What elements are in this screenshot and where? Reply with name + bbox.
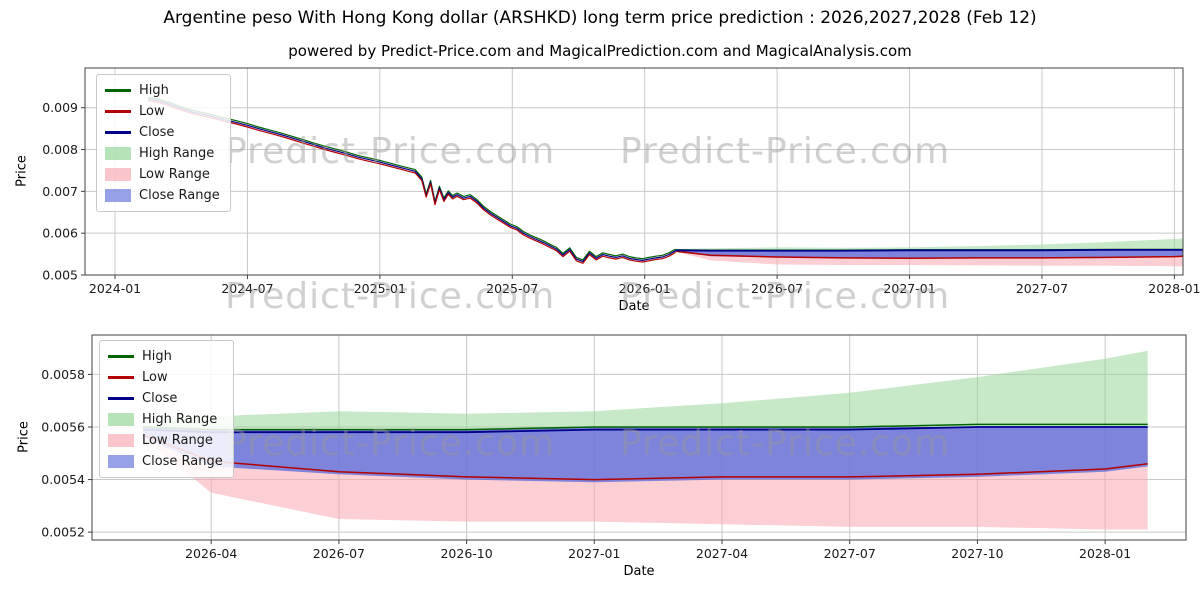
legend-item-close-range: Close Range [108,451,223,472]
low-line-forecast [142,434,1148,481]
y-tick-label: 0.0056 [41,419,85,434]
close-line-forecast [143,426,1148,434]
legend-item-low: Low [105,101,220,122]
legend-line-swatch [108,376,134,379]
chart-1: 2026-04 2026-07 2026-10 2027-01 2027-04 2027-… [41,334,1187,561]
legend-patch-swatch [108,455,134,468]
legend-patch-swatch [105,189,131,202]
y-tick-label: 0.006 [42,226,78,241]
legend-label: Low [142,370,168,385]
y-tick-label: 0.0058 [41,367,85,382]
x-tick-label: 2026-07 [751,281,803,296]
legend-item-high-range: High Range [108,409,223,430]
legend-label: Low [139,104,165,119]
legend-label: Close Range [142,454,223,469]
legend-item-high: High [105,80,220,101]
high-line-history [147,96,676,261]
high-range-band [143,350,1148,433]
low-line-history [147,100,676,264]
legend-item-low-range: Low Range [105,164,220,185]
high-line-forecast [143,423,1148,431]
y-tick-label: 0.0054 [41,472,85,487]
x-axis-label-bottom: Date [623,564,655,579]
x-tick-label: 2028-01 [1079,546,1131,561]
close-line-history [147,98,676,263]
x-tick-label: 2027-01 [883,281,935,296]
x-tick-label: 2026-04 [185,546,237,561]
x-tick-label: 2027-07 [1016,281,1068,296]
y-axis-label-bottom: Price [16,421,32,453]
legend-item-low-range: Low Range [108,430,223,451]
legend-label: Close [142,391,178,406]
page-subtitle: powered by Predict-Price.com and Magical… [288,42,912,60]
plot-frame [84,67,1184,276]
x-tick-label: 2025-07 [486,281,538,296]
legend-line-swatch [105,89,131,92]
y-axis-label-top: Price [14,155,30,187]
legend-patch-swatch [105,147,131,160]
high-range-band [675,238,1183,251]
legend-item-high-range: High Range [105,143,220,164]
plot-frame [91,334,1187,541]
legend-item-close-range: Close Range [105,185,220,206]
legend-label: Close Range [139,188,220,203]
page-title: Argentine peso With Hong Kong dollar (AR… [163,8,1037,28]
legend-label: High [142,349,172,364]
x-tick-label: 2027-01 [568,546,620,561]
x-tick-label: 2027-07 [824,546,876,561]
legend-line-swatch [105,131,131,134]
y-tick-label: 0.008 [42,142,78,157]
x-tick-label: 2027-10 [951,546,1003,561]
legend-label: Low Range [139,167,210,182]
y-tick-label: 0.009 [42,100,78,115]
legend-patch-swatch [105,168,131,181]
close-range-band [675,249,1183,259]
x-tick-label: 2026-10 [440,546,492,561]
legend-patch-swatch [108,413,134,426]
chart-0: 2024-01 2024-07 2025-01 2025-07 2026-01 2026-… [42,67,1200,296]
legend-label: Close [139,125,175,140]
x-tick-label: 2025-01 [354,281,406,296]
x-tick-label: 2026-07 [313,546,365,561]
legend-label: Low Range [142,433,213,448]
legend-item-high: High [108,346,223,367]
legend-item-low: Low [108,367,223,388]
legend-item-close: Close [105,122,220,143]
legend-line-swatch [105,110,131,113]
legend-line-swatch [108,355,134,358]
y-tick-label: 0.005 [42,268,78,283]
x-tick-label: 2028-01 [1148,281,1200,296]
y-tick-label: 0.007 [42,184,78,199]
x-tick-label: 2027-04 [696,546,748,561]
x-tick-label: 2024-07 [221,281,273,296]
x-tick-label: 2026-01 [619,281,671,296]
legend-line-swatch [108,397,134,400]
legend-item-close: Close [108,388,223,409]
legend-top-chart: High Low Close High Range Low Range Close Ran… [96,74,231,212]
legend-bottom-chart: High Low Close High Range Low Range Close Ran… [99,340,234,478]
legend-patch-swatch [108,434,134,447]
legend-label: High Range [139,146,215,161]
low-line-forecast [675,250,1183,260]
close-range-band [143,427,1148,483]
legend-label: High Range [142,412,218,427]
legend-label: High [139,83,169,98]
y-tick-label: 0.0052 [41,525,85,540]
close-line-forecast [675,249,1183,252]
x-tick-label: 2024-01 [89,281,141,296]
x-axis-label-top: Date [618,299,650,314]
